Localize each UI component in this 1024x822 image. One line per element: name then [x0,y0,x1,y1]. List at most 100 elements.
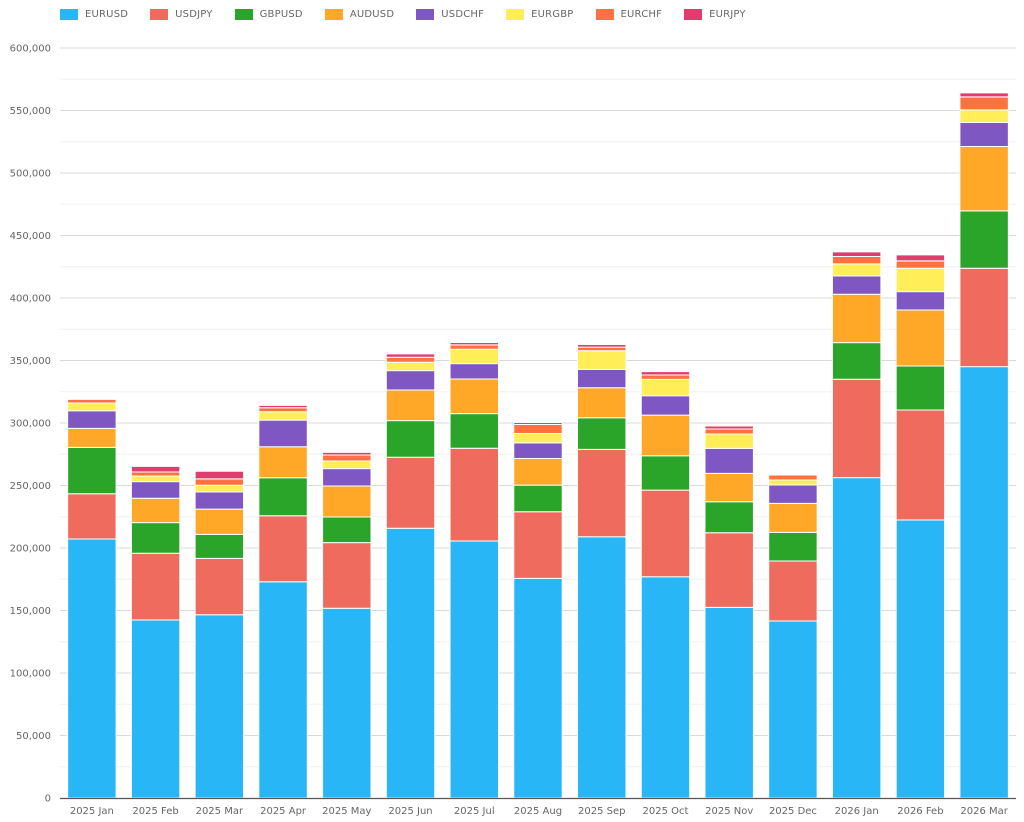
bar-segment-usdjpy[interactable] [67,493,117,540]
bar-segment-eurusd[interactable] [831,477,882,799]
legend-item-audusd[interactable]: AUDUSD [324,6,394,22]
legend-item-eurchf[interactable]: EURCHF [595,6,663,22]
bar-segment-eurchf[interactable] [513,424,563,434]
bar-segment-gbpusd[interactable] [67,446,117,495]
bar-segment-usdchf[interactable] [895,291,946,311]
bar-segment-eurusd[interactable] [895,519,946,799]
bar-segment-eurusd[interactable] [449,540,499,799]
bar-segment-audusd[interactable] [959,146,1009,212]
bar-segment-usdchf[interactable] [385,370,436,391]
bar-segment-eurchf[interactable] [768,474,818,481]
bar-segment-gbpusd[interactable] [194,533,245,559]
bar-segment-usdchf[interactable] [768,484,818,504]
bar-segment-audusd[interactable] [704,472,754,503]
bar-segment-usdchf[interactable] [831,275,882,295]
bar-segment-eurusd[interactable] [322,607,372,799]
bar-segment-usdchf[interactable] [959,122,1009,147]
bar-segment-usdjpy[interactable] [385,456,436,529]
bar-segment-eurgbp[interactable] [194,484,245,493]
bar-segment-gbpusd[interactable] [577,417,627,450]
bar-segment-eurusd[interactable] [67,538,117,799]
bar-segment-eurusd[interactable] [577,536,627,799]
bar-segment-usdchf[interactable] [640,395,691,416]
bar-segment-usdjpy[interactable] [449,447,499,542]
bar-segment-eurjpy[interactable] [258,404,308,409]
bar-segment-eurgbp[interactable] [831,263,882,277]
bar-segment-eurgbp[interactable] [322,460,372,470]
bar-segment-gbpusd[interactable] [768,531,818,562]
bar-segment-audusd[interactable] [513,458,563,486]
bar-segment-usdjpy[interactable] [513,511,563,579]
bar-segment-usdchf[interactable] [704,447,754,474]
bar-segment-eurjpy[interactable] [513,422,563,425]
bar-segment-gbpusd[interactable] [513,484,563,513]
bar-segment-eurgbp[interactable] [385,361,436,372]
bar-segment-eurgbp[interactable] [577,350,627,370]
bar-segment-eurjpy[interactable] [67,398,117,400]
bar-segment-eurchf[interactable] [385,356,436,363]
bar-segment-eurchf[interactable] [704,428,754,435]
bar-segment-gbpusd[interactable] [130,522,181,554]
bar-segment-eurjpy[interactable] [449,342,499,346]
bar-segment-eurgbp[interactable] [449,348,499,365]
bar-segment-audusd[interactable] [130,497,181,524]
bar-segment-eurchf[interactable] [258,407,308,413]
bar-segment-usdjpy[interactable] [322,542,372,609]
bar-segment-eurjpy[interactable] [831,251,882,257]
legend-item-gbpusd[interactable]: GBPUSD [234,6,303,22]
bar-segment-usdchf[interactable] [322,468,372,487]
bar-segment-eurgbp[interactable] [130,475,181,483]
bar-segment-eurgbp[interactable] [258,411,308,421]
bar-segment-usdjpy[interactable] [831,378,882,479]
bar-segment-audusd[interactable] [322,485,372,518]
bar-segment-eurusd[interactable] [130,619,181,799]
bar-segment-eurjpy[interactable] [385,353,436,358]
bar-segment-eurjpy[interactable] [322,451,372,456]
bar-segment-audusd[interactable] [640,414,691,457]
bar-segment-eurchf[interactable] [130,471,181,477]
bar-segment-usdjpy[interactable] [768,560,818,622]
legend-item-eurgbp[interactable]: EURGBP [506,6,573,22]
bar-segment-eurjpy[interactable] [959,92,1009,98]
bar-segment-usdchf[interactable] [513,442,563,459]
bar-segment-gbpusd[interactable] [640,455,691,491]
bar-segment-eurgbp[interactable] [704,433,754,449]
bar-segment-eurgbp[interactable] [513,433,563,444]
bar-segment-eurjpy[interactable] [577,344,627,348]
bar-segment-eurjpy[interactable] [130,465,181,473]
bar-segment-eurchf[interactable] [322,454,372,462]
bar-segment-audusd[interactable] [385,389,436,422]
bar-segment-usdjpy[interactable] [130,552,181,621]
bar-segment-eurjpy[interactable] [194,470,245,480]
bar-segment-usdjpy[interactable] [704,532,754,608]
legend-item-eurjpy[interactable]: EURJPY [684,6,746,22]
bar-segment-eurusd[interactable] [194,614,245,799]
bar-segment-audusd[interactable] [577,387,627,419]
bar-segment-eurchf[interactable] [895,260,946,269]
legend-item-usdjpy[interactable]: USDJPY [150,6,212,22]
bar-segment-eurusd[interactable] [704,606,754,799]
bar-segment-eurusd[interactable] [768,620,818,799]
bar-segment-eurchf[interactable] [194,478,245,486]
legend-item-usdchf[interactable]: USDCHF [416,6,484,22]
bar-segment-eurusd[interactable] [258,581,308,799]
bar-segment-gbpusd[interactable] [385,420,436,458]
bar-segment-usdjpy[interactable] [194,557,245,616]
bar-segment-audusd[interactable] [831,293,882,344]
bar-segment-eurchf[interactable] [67,398,117,404]
bar-segment-gbpusd[interactable] [322,516,372,544]
bar-segment-usdjpy[interactable] [959,267,1009,368]
bar-segment-eurusd[interactable] [959,366,1009,799]
bar-segment-eurgbp[interactable] [895,267,946,293]
bar-segment-usdjpy[interactable] [577,448,627,538]
bar-segment-audusd[interactable] [895,309,946,367]
bar-segment-eurusd[interactable] [513,577,563,799]
bar-segment-usdchf[interactable] [194,491,245,510]
bar-segment-eurjpy[interactable] [768,473,818,476]
bar-segment-audusd[interactable] [449,378,499,415]
bar-segment-eurjpy[interactable] [640,371,691,376]
bar-segment-gbpusd[interactable] [959,210,1009,269]
bar-segment-gbpusd[interactable] [895,365,946,411]
bar-segment-eurchf[interactable] [640,374,691,380]
bar-segment-eurchf[interactable] [959,96,1009,111]
